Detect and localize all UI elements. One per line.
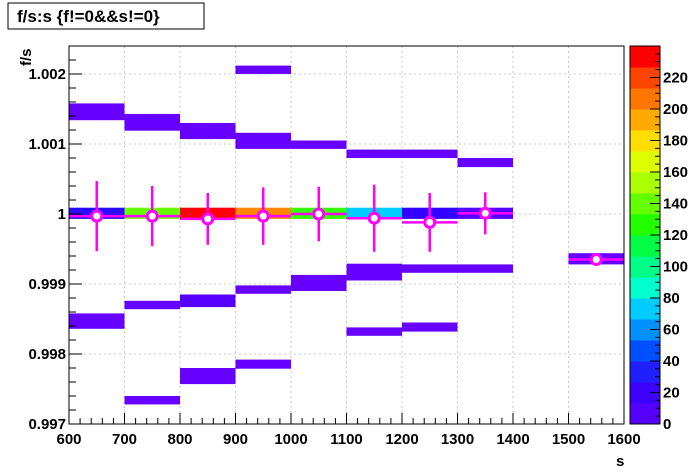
profile-point (201, 212, 215, 226)
heatmap-cell (235, 65, 291, 74)
y-tick-label: 1 (58, 206, 66, 223)
profile-point (90, 209, 104, 223)
heatmap-cell (180, 294, 236, 308)
colorbar-segment (630, 298, 660, 320)
heatmap-cell (235, 359, 291, 369)
colorbar-segment (630, 403, 660, 425)
y-tick-label: 0.997 (28, 416, 66, 433)
x-tick-label: 1200 (385, 431, 418, 448)
heatmap-cell (402, 322, 458, 332)
profile-point (256, 209, 270, 223)
colorbar-tick-label: 120 (663, 227, 688, 244)
y-tick-label: 1.002 (28, 66, 66, 83)
colorbar-tick-label: 40 (663, 353, 680, 370)
y-tick-label: 0.999 (28, 276, 66, 293)
y-axis-title: f/s (18, 48, 35, 66)
colorbar-segment (630, 361, 660, 383)
x-tick-label: 1400 (496, 431, 529, 448)
profile-point (423, 215, 437, 229)
heatmap-cell (291, 140, 347, 149)
heatmap-cell (124, 396, 180, 405)
x-tick-label: 800 (167, 431, 192, 448)
colorbar-tick-label: 80 (663, 290, 680, 307)
colorbar-tick-label: 180 (663, 133, 688, 150)
heatmap-cell (402, 149, 458, 158)
profile-point (478, 206, 492, 220)
profile-points (69, 181, 624, 266)
x-tick-label: 700 (112, 431, 137, 448)
colorbar-tick-label: 140 (663, 196, 688, 213)
colorbar-segment (630, 214, 660, 236)
colorbar-segment (630, 340, 660, 362)
colorbar-tick-label: 100 (663, 259, 688, 276)
colorbar-segment (630, 88, 660, 110)
heatmap-cell (346, 327, 402, 336)
colorbar-segment (630, 277, 660, 299)
heatmap-cell (180, 368, 236, 385)
colorbar-segment (630, 67, 660, 89)
chart-title: f/s:s {f!=0&&s!=0} (17, 7, 160, 26)
y-axis: 0.997 0.998 0.999 1 1.001 1.002 (28, 45, 82, 433)
heatmap-cell (291, 274, 347, 291)
x-tick-label: 900 (223, 431, 248, 448)
colorbar-segment (630, 382, 660, 404)
heatmap-cell (69, 313, 125, 329)
colorbar-segment (630, 319, 660, 341)
heatmap-cell (180, 123, 236, 140)
colorbar-segment (630, 130, 660, 152)
colorbar-segment (630, 193, 660, 215)
colorbar-segment (630, 235, 660, 257)
x-axis-title: s (616, 453, 624, 470)
colorbar-tick-label: 200 (663, 101, 688, 118)
colorbar-segment (630, 46, 660, 68)
colorbar-segment (630, 109, 660, 131)
x-axis: 600 700 800 900 1000 1100 1200 1300 1400 1500 1600 (56, 413, 641, 448)
heatmap-cell (346, 149, 402, 158)
colorbar-tick-label: 0 (663, 416, 671, 433)
heatmap-cell (235, 132, 291, 149)
y-tick-label: 1.001 (28, 136, 66, 153)
x-tick-label: 1000 (274, 431, 307, 448)
title-box: f/s:s {f!=0&&s!=0} (7, 2, 205, 30)
heatmap-cell (69, 103, 125, 121)
x-tick-label: 1100 (330, 431, 363, 448)
x-tick-label: 1500 (552, 431, 585, 448)
colorbar-tick-label: 220 (663, 70, 688, 87)
x-tick-label: 1300 (441, 431, 474, 448)
profile-point (145, 209, 159, 223)
colorbar-tick-label: 60 (663, 322, 680, 339)
heatmap-cell (457, 158, 513, 168)
heatmap-cell (346, 263, 402, 281)
colorbar-segment (630, 151, 660, 173)
y-tick-label: 0.998 (28, 346, 66, 363)
heatmap-cell (124, 113, 180, 131)
heatmap-cell (402, 264, 458, 273)
profile-point (589, 253, 603, 266)
colorbar-tick-label: 160 (663, 164, 688, 181)
profile-point (367, 211, 381, 225)
colorbar-tick-label: 20 (663, 385, 680, 402)
colorbar-segment (630, 172, 660, 194)
colorbar: 0 20 40 60 80 100 120 140 160 180 200 220 (629, 45, 688, 433)
profile-point (312, 207, 326, 221)
x-tick-label: 1600 (607, 431, 640, 448)
heatmap-cell (457, 264, 513, 273)
x-tick-label: 600 (56, 431, 81, 448)
colorbar-segment (630, 256, 660, 278)
heatmap-cell (235, 285, 291, 294)
heatmap-cell (124, 300, 180, 310)
